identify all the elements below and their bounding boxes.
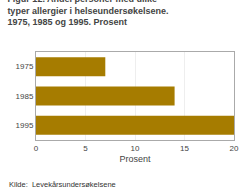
svg-text:Prosent: Prosent [119, 154, 151, 164]
svg-text:1985: 1985 [16, 92, 34, 101]
svg-text:0: 0 [34, 144, 39, 153]
svg-text:Figur 12. Andel personer med u: Figur 12. Andel personer med uliketyper … [7, 0, 168, 27]
svg-text:1975: 1975 [16, 62, 34, 71]
svg-text:Kilde: Levekårsundersøkelsene: Kilde: Levekårsundersøkelsene [9, 180, 116, 189]
svg-text:10: 10 [131, 144, 140, 153]
svg-text:15: 15 [180, 144, 189, 153]
svg-text:20: 20 [230, 144, 239, 153]
svg-text:1995: 1995 [16, 121, 34, 130]
svg-text:5: 5 [83, 144, 88, 153]
